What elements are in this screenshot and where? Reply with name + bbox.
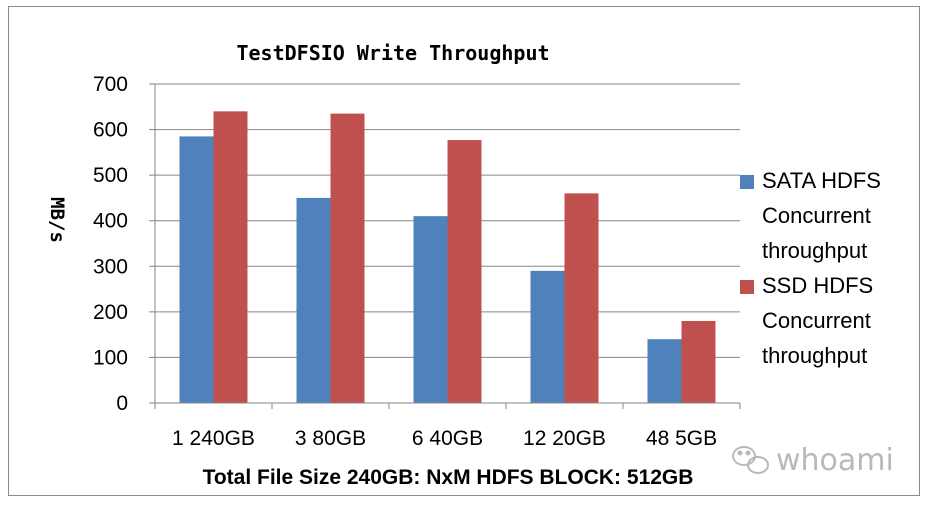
y-tick-label: 200: [93, 301, 128, 324]
legend-label: throughput: [762, 343, 867, 368]
bar-ssd: [213, 111, 248, 403]
y-tick-label: 400: [93, 210, 128, 233]
x-tick-label: 48 5GB: [646, 427, 717, 450]
bar-sata: [296, 197, 331, 403]
bar-ssd: [447, 140, 482, 403]
bar-sata: [413, 216, 448, 403]
watermark-text: whoami: [776, 443, 894, 478]
bar-ssd: [330, 113, 365, 403]
legend: SATA HDFS Concurrent throughput SSD HDFS Con…: [740, 168, 881, 368]
x-tick-label: 12 20GB: [523, 427, 606, 450]
x-tick-labels: 1 240GB 3 80GB 6 40GB 12 20GB 48 5GB: [172, 427, 717, 450]
legend-label: throughput: [762, 238, 867, 263]
y-tick-label: 300: [93, 255, 128, 278]
bar-sata: [530, 270, 565, 403]
watermark: whoami: [732, 443, 894, 478]
bars: [179, 111, 716, 403]
y-tick-label: 500: [93, 164, 128, 187]
legend-label: SATA HDFS: [762, 168, 881, 193]
legend-swatch-ssd: [740, 280, 754, 294]
bar-sata: [179, 136, 214, 403]
y-tick-label: 700: [93, 73, 128, 96]
legend-label: SSD HDFS: [762, 273, 873, 298]
bar-sata: [647, 339, 682, 403]
y-axis-label: MB/s: [46, 197, 68, 243]
legend-label: Concurrent: [762, 203, 871, 228]
x-tick-label: 3 80GB: [295, 427, 366, 450]
x-tick-label: 6 40GB: [412, 427, 483, 450]
x-axis-label: Total File Size 240GB: NxM HDFS BLOCK: 5…: [203, 466, 694, 489]
x-tick-label: 1 240GB: [172, 427, 255, 450]
axes: [149, 83, 741, 409]
legend-label: Concurrent: [762, 308, 871, 333]
bar-ssd: [681, 320, 716, 403]
chart-title: TestDFSIO Write Throughput: [236, 41, 549, 65]
y-tick-label: 600: [93, 119, 128, 142]
bar-ssd: [564, 193, 599, 403]
y-tick-label: 100: [93, 346, 128, 369]
wechat-icon: [732, 446, 769, 474]
y-tick-labels: 0 100 200 300 400 500 600 700: [93, 73, 128, 415]
y-tick-label: 0: [116, 392, 128, 415]
legend-swatch-sata: [740, 175, 754, 189]
